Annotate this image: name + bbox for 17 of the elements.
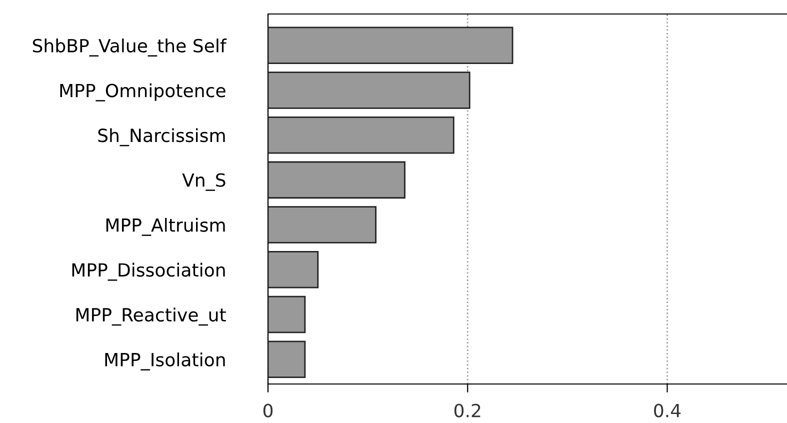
- y-tick-label: ShbBP_Value_the Self: [32, 38, 227, 57]
- bar: [268, 206, 376, 244]
- y-tick-label: MPP_Isolation: [105, 352, 225, 370]
- y-tick-label: MPP_Reactive_ut: [76, 308, 226, 326]
- y-tick-label: MPP_Altruism: [106, 218, 225, 236]
- bar: [268, 251, 319, 288]
- bar: [268, 296, 306, 334]
- y-tick-label: Vn_S: [182, 173, 226, 191]
- bar: [268, 340, 306, 378]
- y-tick-label: MPP_Omnipotence: [60, 83, 226, 102]
- y-tick-label: MPP_Dissociation: [72, 262, 225, 281]
- y-tick-label: Sh_Narcissism: [98, 128, 225, 146]
- x-tick-label: 0.4: [654, 404, 681, 418]
- bar: [268, 116, 454, 154]
- x-tick-label: 0: [263, 404, 273, 418]
- x-tick-label: 0.2: [454, 404, 480, 418]
- bar: [268, 161, 406, 199]
